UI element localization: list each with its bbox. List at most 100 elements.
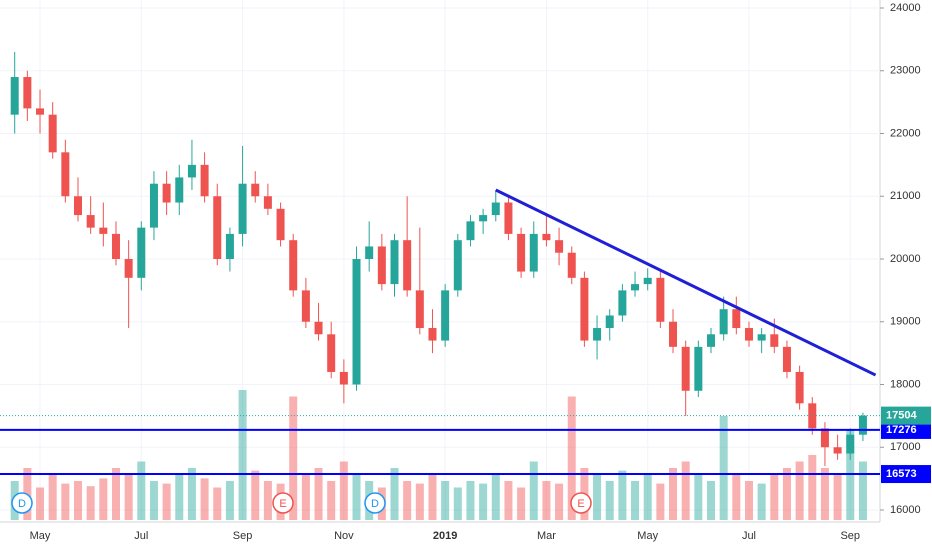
volume-bar xyxy=(669,468,678,520)
candle-body xyxy=(175,177,184,203)
candle-body xyxy=(48,114,57,153)
candle-body xyxy=(213,196,222,259)
candle-body xyxy=(504,202,513,234)
volume-bar xyxy=(555,483,564,520)
volume-bar xyxy=(238,390,247,520)
volume-bar xyxy=(225,481,234,520)
x-tick-label: May xyxy=(30,530,51,542)
y-tick-label: 23000 xyxy=(890,65,921,77)
candle-body xyxy=(770,334,779,347)
candle-body xyxy=(10,77,19,115)
x-tick-label: 2019 xyxy=(433,530,457,542)
candle-body xyxy=(694,346,703,391)
volume-bar xyxy=(187,468,196,520)
volume-bar xyxy=(820,468,829,520)
trendline xyxy=(495,188,877,377)
volume-bar xyxy=(289,396,298,520)
volume-bar xyxy=(770,474,779,520)
candle-body xyxy=(428,328,437,341)
candle-body xyxy=(517,233,526,272)
volume-bar xyxy=(605,481,614,520)
candle-body xyxy=(643,277,652,285)
candle-body xyxy=(795,371,804,404)
candle-body xyxy=(352,259,361,385)
volume-bar xyxy=(593,474,602,520)
volume-bar xyxy=(567,396,576,520)
volume-bar xyxy=(111,468,120,520)
volume-bar xyxy=(175,474,184,520)
last-price-bg xyxy=(881,406,931,425)
volume-bar xyxy=(631,481,640,520)
candle-body xyxy=(466,221,475,241)
volume-bar xyxy=(719,416,728,520)
x-tick-label: May xyxy=(637,530,658,542)
volume-bar xyxy=(339,461,348,520)
volume-bar xyxy=(808,455,817,520)
volume-bar xyxy=(251,470,260,520)
candle-body xyxy=(99,227,108,234)
x-tick-label: Sep xyxy=(840,530,860,542)
volume-bar xyxy=(479,483,488,520)
candle-body xyxy=(377,246,386,285)
volume-bar xyxy=(782,468,791,520)
candle-body xyxy=(276,208,285,241)
candle-body xyxy=(669,321,678,347)
candle-body xyxy=(314,321,323,335)
volume-bar xyxy=(428,474,437,520)
candle-body xyxy=(149,183,158,228)
candle-body xyxy=(390,240,399,285)
last-price-label: 17504 xyxy=(886,410,917,422)
candle-body xyxy=(618,290,627,316)
candle-body xyxy=(403,240,412,291)
event-marker xyxy=(11,492,33,514)
volume-bar xyxy=(441,481,450,520)
volume-bar xyxy=(833,474,842,520)
candle-body xyxy=(567,252,576,278)
volume-bar xyxy=(694,474,703,520)
candle-body xyxy=(529,233,538,272)
volume-bar xyxy=(618,470,627,520)
candle-body xyxy=(631,284,640,291)
candle-body xyxy=(782,346,791,372)
event-label: D xyxy=(18,498,26,510)
candle-body xyxy=(681,346,690,391)
volume-bar xyxy=(744,481,753,520)
volume-bar xyxy=(529,461,538,520)
candle-body xyxy=(301,290,310,322)
volume-bar xyxy=(453,487,462,520)
volume-bar xyxy=(504,481,513,520)
volume-bar xyxy=(415,483,424,520)
candle-body xyxy=(238,183,247,234)
level-label-bg xyxy=(881,420,931,439)
candle-body xyxy=(124,259,133,278)
volume-bar xyxy=(149,481,158,520)
volume-bar xyxy=(542,481,551,520)
x-tick-label: Jul xyxy=(742,530,756,542)
candle-body xyxy=(441,290,450,341)
candle-body xyxy=(339,371,348,385)
candle-body xyxy=(415,290,424,329)
candle-body xyxy=(820,428,829,448)
volume-bar xyxy=(390,468,399,520)
x-tick-label: Jul xyxy=(134,530,148,542)
level-label: 16573 xyxy=(886,468,917,480)
candle-body xyxy=(23,77,32,109)
volume-bar xyxy=(656,483,665,520)
candle-body xyxy=(327,334,336,372)
candle-body xyxy=(542,233,551,241)
volume-bar xyxy=(681,461,690,520)
event-marker xyxy=(364,492,386,514)
y-tick-label: 24000 xyxy=(890,2,921,14)
candle-body xyxy=(479,215,488,222)
candle-body xyxy=(808,403,817,429)
candle-body xyxy=(491,202,500,216)
y-tick-label: 19000 xyxy=(890,316,921,328)
candle-body xyxy=(732,309,741,329)
volume-bar xyxy=(74,481,82,520)
volume-bar xyxy=(314,468,323,520)
event-label: E xyxy=(577,498,584,510)
volume-bar xyxy=(732,474,741,520)
candle-body xyxy=(200,164,209,197)
